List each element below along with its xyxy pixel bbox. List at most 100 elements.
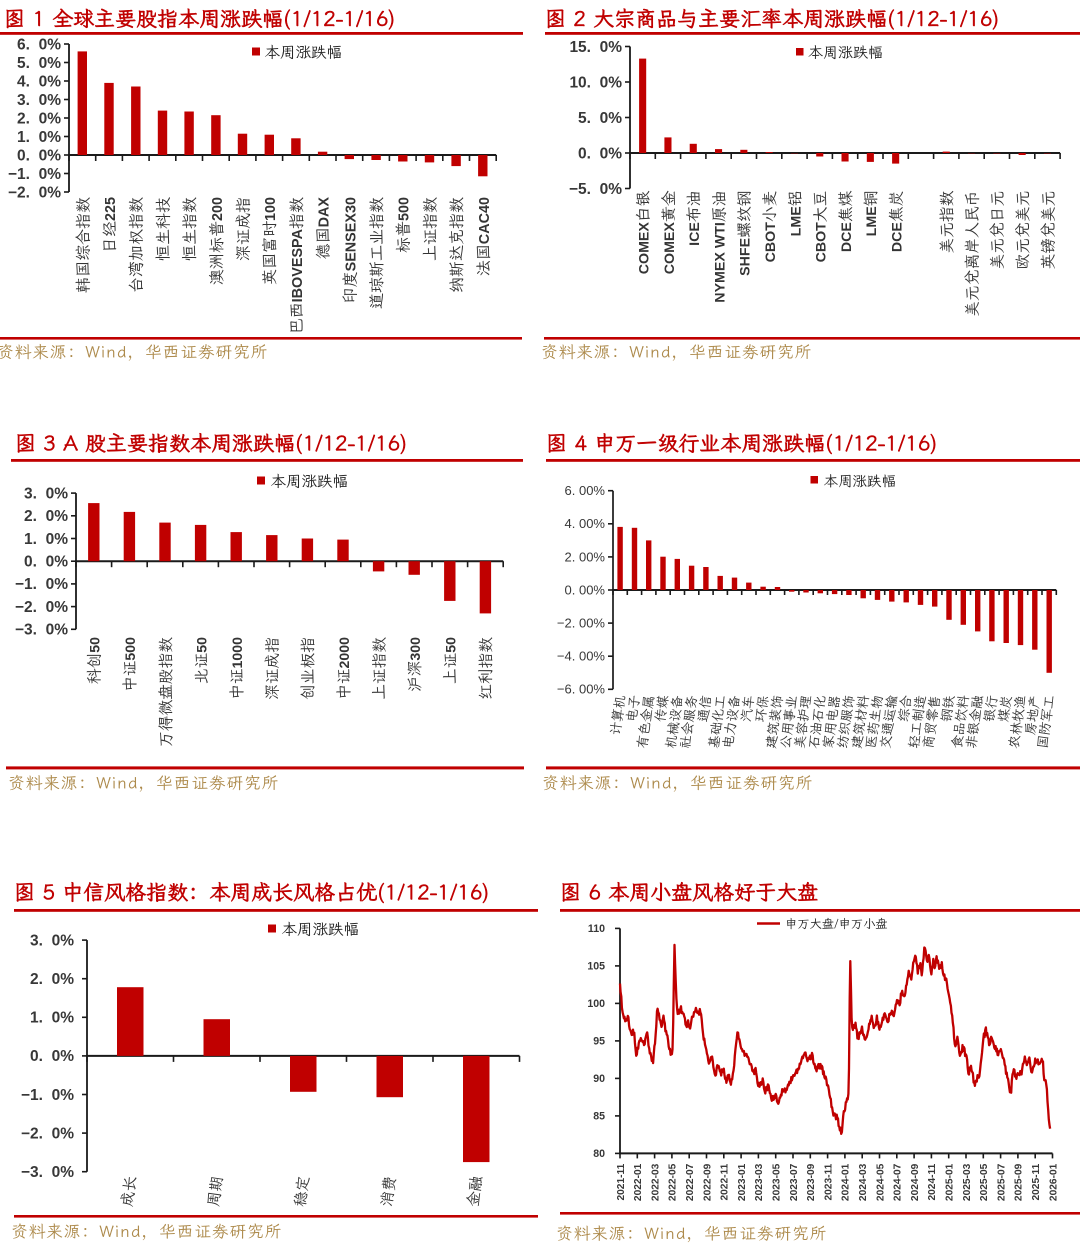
svg-text:2023-09: 2023-09 [806, 1163, 817, 1201]
svg-text:资料来源：Wind，华西证券研究所: 资料来源：Wind，华西证券研究所 [0, 339, 268, 363]
svg-text:上证指数: 上证指数 [418, 196, 440, 261]
svg-text:金融: 金融 [463, 1175, 487, 1208]
svg-text:−3. 0%: −3. 0% [21, 1164, 74, 1181]
svg-text:资料来源：Wind，华西证券研究所: 资料来源：Wind，华西证券研究所 [542, 770, 813, 794]
svg-text:5. 0%: 5. 0% [17, 55, 61, 72]
svg-text:沪深300: 沪深300 [405, 637, 425, 692]
svg-text:本周涨跌幅: 本周涨跌幅 [824, 472, 897, 491]
svg-text:道琼斯工业指数: 道琼斯工业指数 [365, 196, 387, 309]
svg-text:中证1000: 中证1000 [227, 637, 247, 700]
svg-text:澳洲标普200: 澳洲标普200 [205, 197, 227, 285]
svg-text:科创50: 科创50 [85, 637, 105, 684]
svg-text:2024-07: 2024-07 [893, 1163, 904, 1201]
svg-text:资料来源：Wind，华西证券研究所: 资料来源：Wind，华西证券研究所 [8, 770, 279, 794]
svg-text:15. 0%: 15. 0% [569, 39, 622, 56]
svg-text:2026-01: 2026-01 [1048, 1163, 1059, 1201]
svg-text:2024-03: 2024-03 [858, 1163, 869, 1201]
svg-text:本周涨跌幅: 本周涨跌幅 [271, 472, 349, 492]
svg-text:−5. 0%: −5. 0% [569, 181, 622, 198]
svg-text:2022-03: 2022-03 [650, 1163, 661, 1201]
svg-text:2025-07: 2025-07 [996, 1163, 1007, 1201]
svg-text:LME铜: LME铜 [860, 191, 881, 237]
svg-text:台湾加权指数: 台湾加权指数 [125, 196, 147, 293]
svg-text:万得微盘股指数: 万得微盘股指数 [156, 637, 176, 747]
svg-text:中证2000: 中证2000 [334, 637, 354, 700]
svg-text:2. 00%: 2. 00% [565, 549, 606, 564]
svg-text:本周涨跌幅: 本周涨跌幅 [808, 44, 883, 63]
svg-text:CBOT小麦: CBOT小麦 [759, 191, 780, 263]
svg-text:上证指数: 上证指数 [369, 637, 389, 700]
svg-text:本周涨跌幅: 本周涨跌幅 [265, 43, 343, 63]
svg-text:上证50: 上证50 [441, 637, 461, 684]
svg-text:ICE布油: ICE布油 [683, 191, 704, 246]
svg-text:稳定: 稳定 [290, 1175, 314, 1208]
svg-text:图 4 申万一级行业本周涨跌幅(1/12-1/16): 图 4 申万一级行业本周涨跌幅(1/12-1/16) [546, 429, 938, 457]
svg-text:95: 95 [593, 1036, 605, 1048]
svg-text:2021-11: 2021-11 [616, 1163, 627, 1200]
svg-text:美元兑日元: 美元兑日元 [987, 190, 1008, 269]
svg-text:纳斯达克指数: 纳斯达克指数 [445, 196, 467, 293]
svg-text:欧元兑美元: 欧元兑美元 [1012, 191, 1033, 270]
svg-text:红利指数: 红利指数 [476, 637, 496, 700]
svg-text:NYMEX WTI原油: NYMEX WTI原油 [708, 191, 729, 303]
svg-text:6. 0%: 6. 0% [17, 36, 61, 53]
svg-text:DCE焦煤: DCE焦煤 [835, 190, 856, 252]
svg-text:−6. 00%: −6. 00% [557, 682, 606, 697]
svg-text:−1. 0%: −1. 0% [15, 576, 68, 593]
svg-text:4. 00%: 4. 00% [565, 516, 606, 531]
svg-text:1. 0%: 1. 0% [17, 129, 61, 146]
svg-text:2023-07: 2023-07 [789, 1163, 800, 1201]
svg-text:资料来源：Wind，华西证券研究所: 资料来源：Wind，华西证券研究所 [541, 339, 812, 363]
svg-text:CBOT大豆: CBOT大豆 [810, 191, 831, 263]
svg-text:85: 85 [593, 1111, 605, 1123]
svg-text:2024-09: 2024-09 [910, 1163, 921, 1201]
svg-text:申万大盘/申万小盘: 申万大盘/申万小盘 [785, 915, 888, 932]
svg-text:资料来源：Wind，华西证券研究所: 资料来源：Wind，华西证券研究所 [11, 1218, 282, 1242]
svg-text:德国DAX: 德国DAX [312, 197, 334, 260]
svg-text:SHFE螺纹钢: SHFE螺纹钢 [734, 191, 755, 276]
svg-text:3. 0%: 3. 0% [30, 932, 74, 949]
svg-text:−2. 0%: −2. 0% [21, 1125, 74, 1142]
svg-text:LME铝: LME铝 [784, 191, 805, 237]
svg-text:2. 0%: 2. 0% [30, 971, 74, 988]
svg-text:2. 0%: 2. 0% [17, 110, 61, 127]
svg-text:深证成指: 深证成指 [263, 637, 283, 700]
svg-text:图 5 中信风格指数：本周成长风格占优(1/12-1/16): 图 5 中信风格指数：本周成长风格占优(1/12-1/16) [14, 877, 490, 907]
svg-text:80: 80 [593, 1148, 605, 1160]
svg-text:110: 110 [588, 923, 605, 935]
svg-text:0. 0%: 0. 0% [24, 553, 68, 570]
svg-text:2023-03: 2023-03 [754, 1163, 765, 1201]
svg-text:成长: 成长 [117, 1174, 141, 1208]
svg-text:美元兑离岸人民币: 美元兑离岸人民币 [961, 191, 982, 317]
svg-text:2022-07: 2022-07 [685, 1163, 696, 1201]
svg-text:巴西IBOVESPA指数: 巴西IBOVESPA指数 [285, 196, 307, 334]
svg-text:恒生科技: 恒生科技 [151, 197, 173, 261]
svg-text:中证500: 中证500 [120, 637, 140, 692]
svg-text:1. 0%: 1. 0% [30, 1010, 74, 1027]
svg-text:6. 00%: 6. 00% [565, 483, 606, 498]
svg-text:100: 100 [587, 998, 605, 1010]
svg-text:恒生指数: 恒生指数 [178, 196, 200, 261]
svg-text:图 3 A 股主要指数本周涨跌幅(1/12-1/16): 图 3 A 股主要指数本周涨跌幅(1/12-1/16) [15, 429, 408, 457]
svg-text:0. 0%: 0. 0% [578, 145, 622, 162]
svg-text:10. 0%: 10. 0% [569, 74, 622, 91]
svg-text:3. 0%: 3. 0% [17, 92, 61, 109]
svg-text:4. 0%: 4. 0% [17, 73, 61, 90]
svg-text:日经225: 日经225 [98, 197, 120, 253]
svg-text:−1. 0%: −1. 0% [21, 1087, 74, 1104]
svg-text:图 2 大宗商品与主要汇率本周涨跌幅(1/12-1/16): 图 2 大宗商品与主要汇率本周涨跌幅(1/12-1/16) [545, 4, 1000, 32]
svg-text:北证50: 北证50 [191, 637, 211, 684]
svg-text:3. 0%: 3. 0% [24, 485, 68, 502]
svg-text:资料来源：Wind，华西证券研究所: 资料来源：Wind，华西证券研究所 [556, 1220, 827, 1244]
svg-text:0. 00%: 0. 00% [565, 582, 606, 597]
svg-text:创业板指: 创业板指 [298, 637, 318, 700]
svg-text:−2. 0%: −2. 0% [15, 599, 68, 616]
svg-text:2022-11: 2022-11 [720, 1163, 731, 1200]
svg-text:−3. 0%: −3. 0% [15, 622, 68, 639]
svg-text:DCE焦炭: DCE焦炭 [886, 191, 907, 253]
svg-text:英镑兑美元: 英镑兑美元 [1037, 191, 1058, 270]
svg-text:2023-05: 2023-05 [772, 1163, 783, 1201]
svg-text:周期: 周期 [203, 1175, 227, 1208]
svg-text:2022-05: 2022-05 [668, 1163, 679, 1201]
svg-text:2025-03: 2025-03 [962, 1163, 973, 1201]
